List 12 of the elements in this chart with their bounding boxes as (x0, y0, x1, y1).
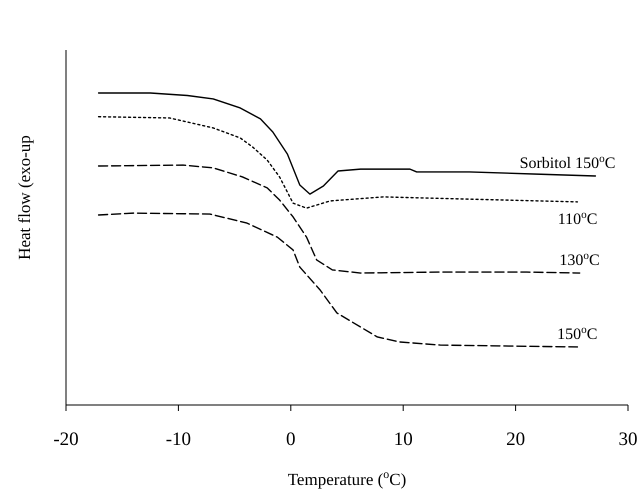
x-tick-label: -20 (53, 429, 79, 450)
x-tick-label: 0 (286, 429, 296, 450)
series-label: Sorbitol 150$^{o}$C (520, 152, 616, 172)
x-axis-title: Temperature ($^{o}$C) (288, 467, 406, 489)
x-tick-label: -10 (166, 429, 192, 450)
series-label: 110$^{o}$C (558, 208, 598, 228)
y-axis-title: Heat flow (exo-up (15, 135, 34, 260)
x-tick-label: 30 (618, 429, 638, 450)
series-label: 150$^{o}$C (557, 324, 598, 343)
x-tick-label: 10 (394, 429, 413, 450)
x-tick-label: 20 (506, 429, 526, 450)
series-label: 130$^{o}$C (559, 250, 600, 270)
